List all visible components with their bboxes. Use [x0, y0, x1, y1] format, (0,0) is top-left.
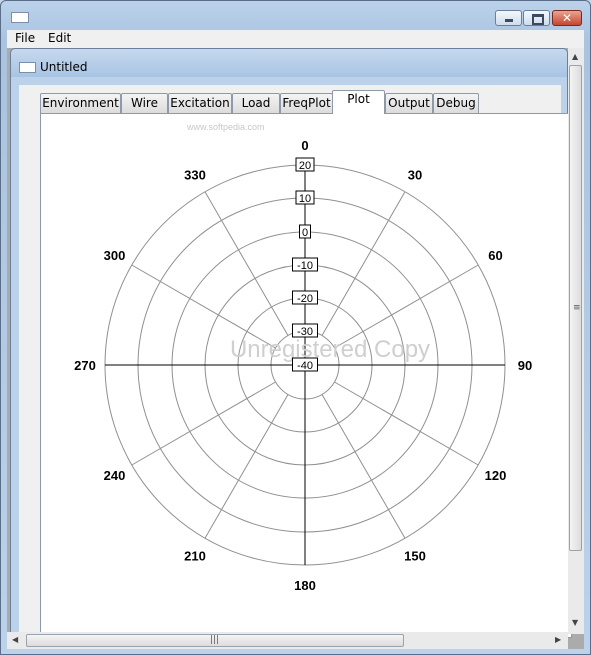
- grid-spoke: [334, 264, 479, 349]
- tab-load[interactable]: Load: [232, 93, 280, 113]
- radial-label: -40: [297, 360, 313, 372]
- angle-label: 240: [104, 468, 126, 483]
- scroll-down-icon[interactable]: ▼: [572, 618, 579, 627]
- polar-labels: 0 30 60 90 120 150 180 210 240 270 300 330 20 10 0 -10 -…: [74, 138, 532, 593]
- document-icon: [19, 62, 36, 73]
- tab-freqplot[interactable]: FreqPlot: [280, 93, 333, 113]
- radial-label: -30: [297, 326, 313, 338]
- tab-plot[interactable]: Plot: [332, 90, 385, 114]
- grid-spoke: [321, 191, 406, 336]
- horizontal-scroll-thumb[interactable]: |||: [26, 634, 404, 647]
- menu-bar: File Edit: [7, 30, 584, 48]
- angle-label: 330: [184, 167, 206, 182]
- document-title: Untitled: [40, 60, 88, 74]
- scroll-left-icon[interactable]: ◀: [12, 635, 19, 644]
- tab-wire[interactable]: Wire: [121, 93, 168, 113]
- angle-label: 0: [301, 138, 308, 153]
- radial-label: -10: [297, 260, 313, 272]
- menu-edit[interactable]: Edit: [48, 31, 72, 45]
- radial-label: 0: [302, 227, 308, 239]
- radial-label-box: [292, 357, 318, 372]
- close-button[interactable]: ✕: [552, 10, 582, 26]
- grid-spoke: [131, 264, 276, 349]
- minimize-button[interactable]: [495, 10, 522, 26]
- grid-spoke: [334, 381, 479, 466]
- grip-icon: |||: [210, 635, 220, 645]
- horizontal-scrollbar[interactable]: ◀ ||| ▶: [7, 632, 568, 649]
- vertical-scrollbar[interactable]: ▲ ≡ ▼: [568, 48, 584, 634]
- tab-excitation[interactable]: Excitation: [168, 93, 232, 113]
- angle-label: 30: [408, 167, 422, 182]
- app-icon: [11, 12, 29, 23]
- grid-spoke: [131, 381, 276, 466]
- angle-label: 270: [74, 358, 96, 373]
- unregistered-watermark: Unregistered Copy: [230, 336, 430, 363]
- angle-label: 210: [184, 549, 206, 564]
- plot-panel: www.softpedia.com Unregistered Copy 0 30 6…: [40, 113, 572, 638]
- softpedia-watermark: www.softpedia.com: [186, 122, 265, 132]
- menu-file[interactable]: File: [15, 31, 36, 45]
- angle-label: 300: [104, 248, 126, 263]
- radial-label: -20: [297, 293, 313, 305]
- document-window: Untitled Environment Wire Excitation Loa…: [10, 48, 572, 638]
- radial-label-box: [292, 290, 318, 305]
- grid-spoke: [204, 394, 289, 539]
- close-icon: ✕: [561, 11, 573, 25]
- title-bar[interactable]: ✕: [1, 1, 590, 29]
- radial-label-box: [292, 323, 318, 338]
- radial-label-box: [295, 157, 315, 172]
- grid-spoke: [204, 191, 289, 336]
- angle-label: 150: [404, 549, 426, 564]
- scroll-right-icon[interactable]: ▶: [555, 635, 562, 644]
- maximize-button[interactable]: [523, 10, 550, 26]
- angle-label: 90: [518, 358, 532, 373]
- angle-label: 120: [485, 468, 507, 483]
- grid-spoke: [321, 394, 406, 539]
- tab-output[interactable]: Output: [385, 93, 433, 113]
- radial-label-box: [299, 224, 311, 239]
- angle-label: 60: [488, 248, 502, 263]
- tab-environment[interactable]: Environment: [40, 93, 121, 113]
- radial-label: 20: [299, 160, 311, 172]
- scroll-up-icon[interactable]: ▲: [572, 52, 579, 61]
- document-body: Environment Wire Excitation Load FreqPlo…: [19, 85, 572, 638]
- mdi-client-area: Untitled Environment Wire Excitation Loa…: [7, 48, 584, 649]
- tab-debug[interactable]: Debug: [433, 93, 479, 113]
- vertical-scroll-thumb[interactable]: ≡: [569, 65, 582, 551]
- polar-plot: www.softpedia.com Unregistered Copy 0 30 6…: [74, 122, 532, 593]
- radial-label-box: [292, 257, 318, 272]
- angle-label: 180: [294, 578, 316, 593]
- grip-icon: ≡: [573, 303, 581, 313]
- radial-label-box: [295, 190, 315, 205]
- radial-label: 10: [299, 193, 311, 205]
